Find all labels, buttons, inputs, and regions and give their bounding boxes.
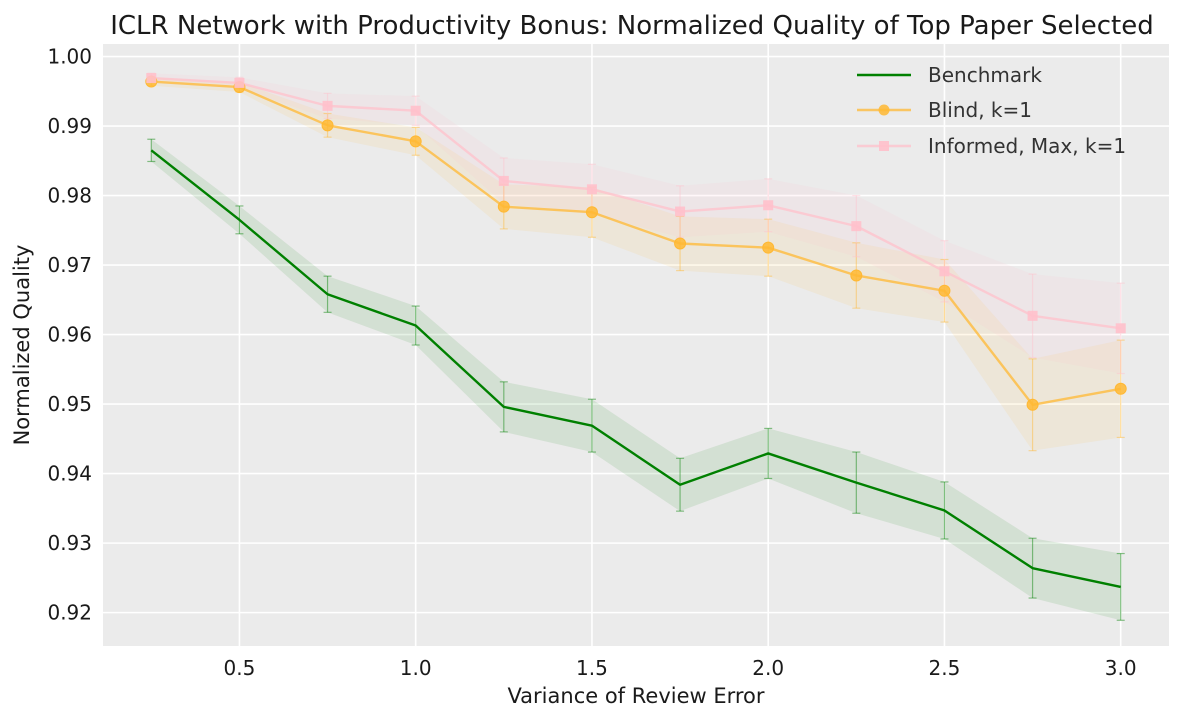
x-tick-label: 3.0 <box>1105 656 1137 680</box>
y-axis-label: Normalized Quality <box>10 245 34 446</box>
y-tick-label: 0.99 <box>47 114 92 138</box>
legend-label-benchmark: Benchmark <box>928 63 1042 87</box>
legend: Benchmark Blind, k=1 Informed, Max, k=1 <box>857 63 1126 158</box>
plot-background <box>103 44 1169 646</box>
informed-max-k-1-point <box>586 184 597 195</box>
chart-title: ICLR Network with Productivity Bonus: No… <box>110 11 1154 41</box>
y-tick-label: 1.00 <box>47 45 92 69</box>
informed-max-k-1-point <box>675 206 686 217</box>
informed-max-k-1-point <box>763 200 774 211</box>
series-lines <box>150 76 1121 589</box>
y-tick-label: 0.92 <box>47 601 92 625</box>
y-tick-label: 0.95 <box>47 392 92 416</box>
blind-k-1-confidence-band <box>151 77 1121 451</box>
benchmark-confidence-band <box>151 139 1121 621</box>
blind-k-1-point <box>321 119 334 132</box>
series-markers <box>145 73 1127 411</box>
informed-max-k-1-point <box>410 105 421 116</box>
informed-max-k-1-point <box>234 77 245 88</box>
grid <box>103 44 1169 646</box>
informed-max-k-1-point <box>851 221 862 232</box>
legend-label-informed-max-k-1: Informed, Max, k=1 <box>928 134 1126 158</box>
blind-k-1-line <box>151 80 1121 406</box>
informed-max-k-1-point <box>939 266 950 277</box>
x-tick-labels: 0.5 1.0 1.5 2.0 2.5 3.0 <box>224 656 1137 680</box>
x-axis-label: Variance of Review Error <box>507 684 764 708</box>
blind-k-1-point <box>850 269 863 282</box>
legend-marker-blind-k-1 <box>878 104 890 116</box>
y-tick-label: 0.96 <box>47 323 92 347</box>
informed-max-k-1-point <box>322 100 333 111</box>
x-tick-label: 1.5 <box>576 656 608 680</box>
blind-k-1-point <box>938 284 951 297</box>
y-tick-label: 0.93 <box>47 531 92 555</box>
blind-k-1-point <box>409 135 422 148</box>
y-tick-labels: 0.92 0.93 0.94 0.95 0.96 0.97 0.98 0.99 1.00 <box>47 45 92 625</box>
legend-marker-informed-max-k-1 <box>879 141 889 151</box>
blind-k-1-point <box>497 200 510 213</box>
benchmark-line <box>150 149 1121 589</box>
x-tick-label: 2.0 <box>752 656 784 680</box>
informed-max-k-1-point <box>1027 310 1038 321</box>
confidence-bands <box>151 73 1121 621</box>
blind-k-1-point <box>1114 382 1127 395</box>
blind-k-1-point <box>762 241 775 254</box>
informed-max-k-1-line <box>151 76 1121 330</box>
blind-k-1-point <box>585 206 598 219</box>
informed-max-k-1-point <box>146 73 157 84</box>
informed-max-k-1-point <box>1115 323 1126 334</box>
y-tick-label: 0.94 <box>47 462 92 486</box>
blind-k-1-point <box>1026 398 1039 411</box>
x-tick-label: 2.5 <box>929 656 961 680</box>
x-tick-label: 1.0 <box>400 656 432 680</box>
blind-k-1-point <box>674 237 687 250</box>
informed-max-k-1-confidence-band <box>151 73 1121 374</box>
legend-label-blind-k-1: Blind, k=1 <box>928 98 1032 122</box>
y-tick-label: 0.97 <box>47 253 92 277</box>
x-tick-label: 0.5 <box>224 656 256 680</box>
y-tick-label: 0.98 <box>47 184 92 208</box>
informed-max-k-1-point <box>498 175 509 186</box>
